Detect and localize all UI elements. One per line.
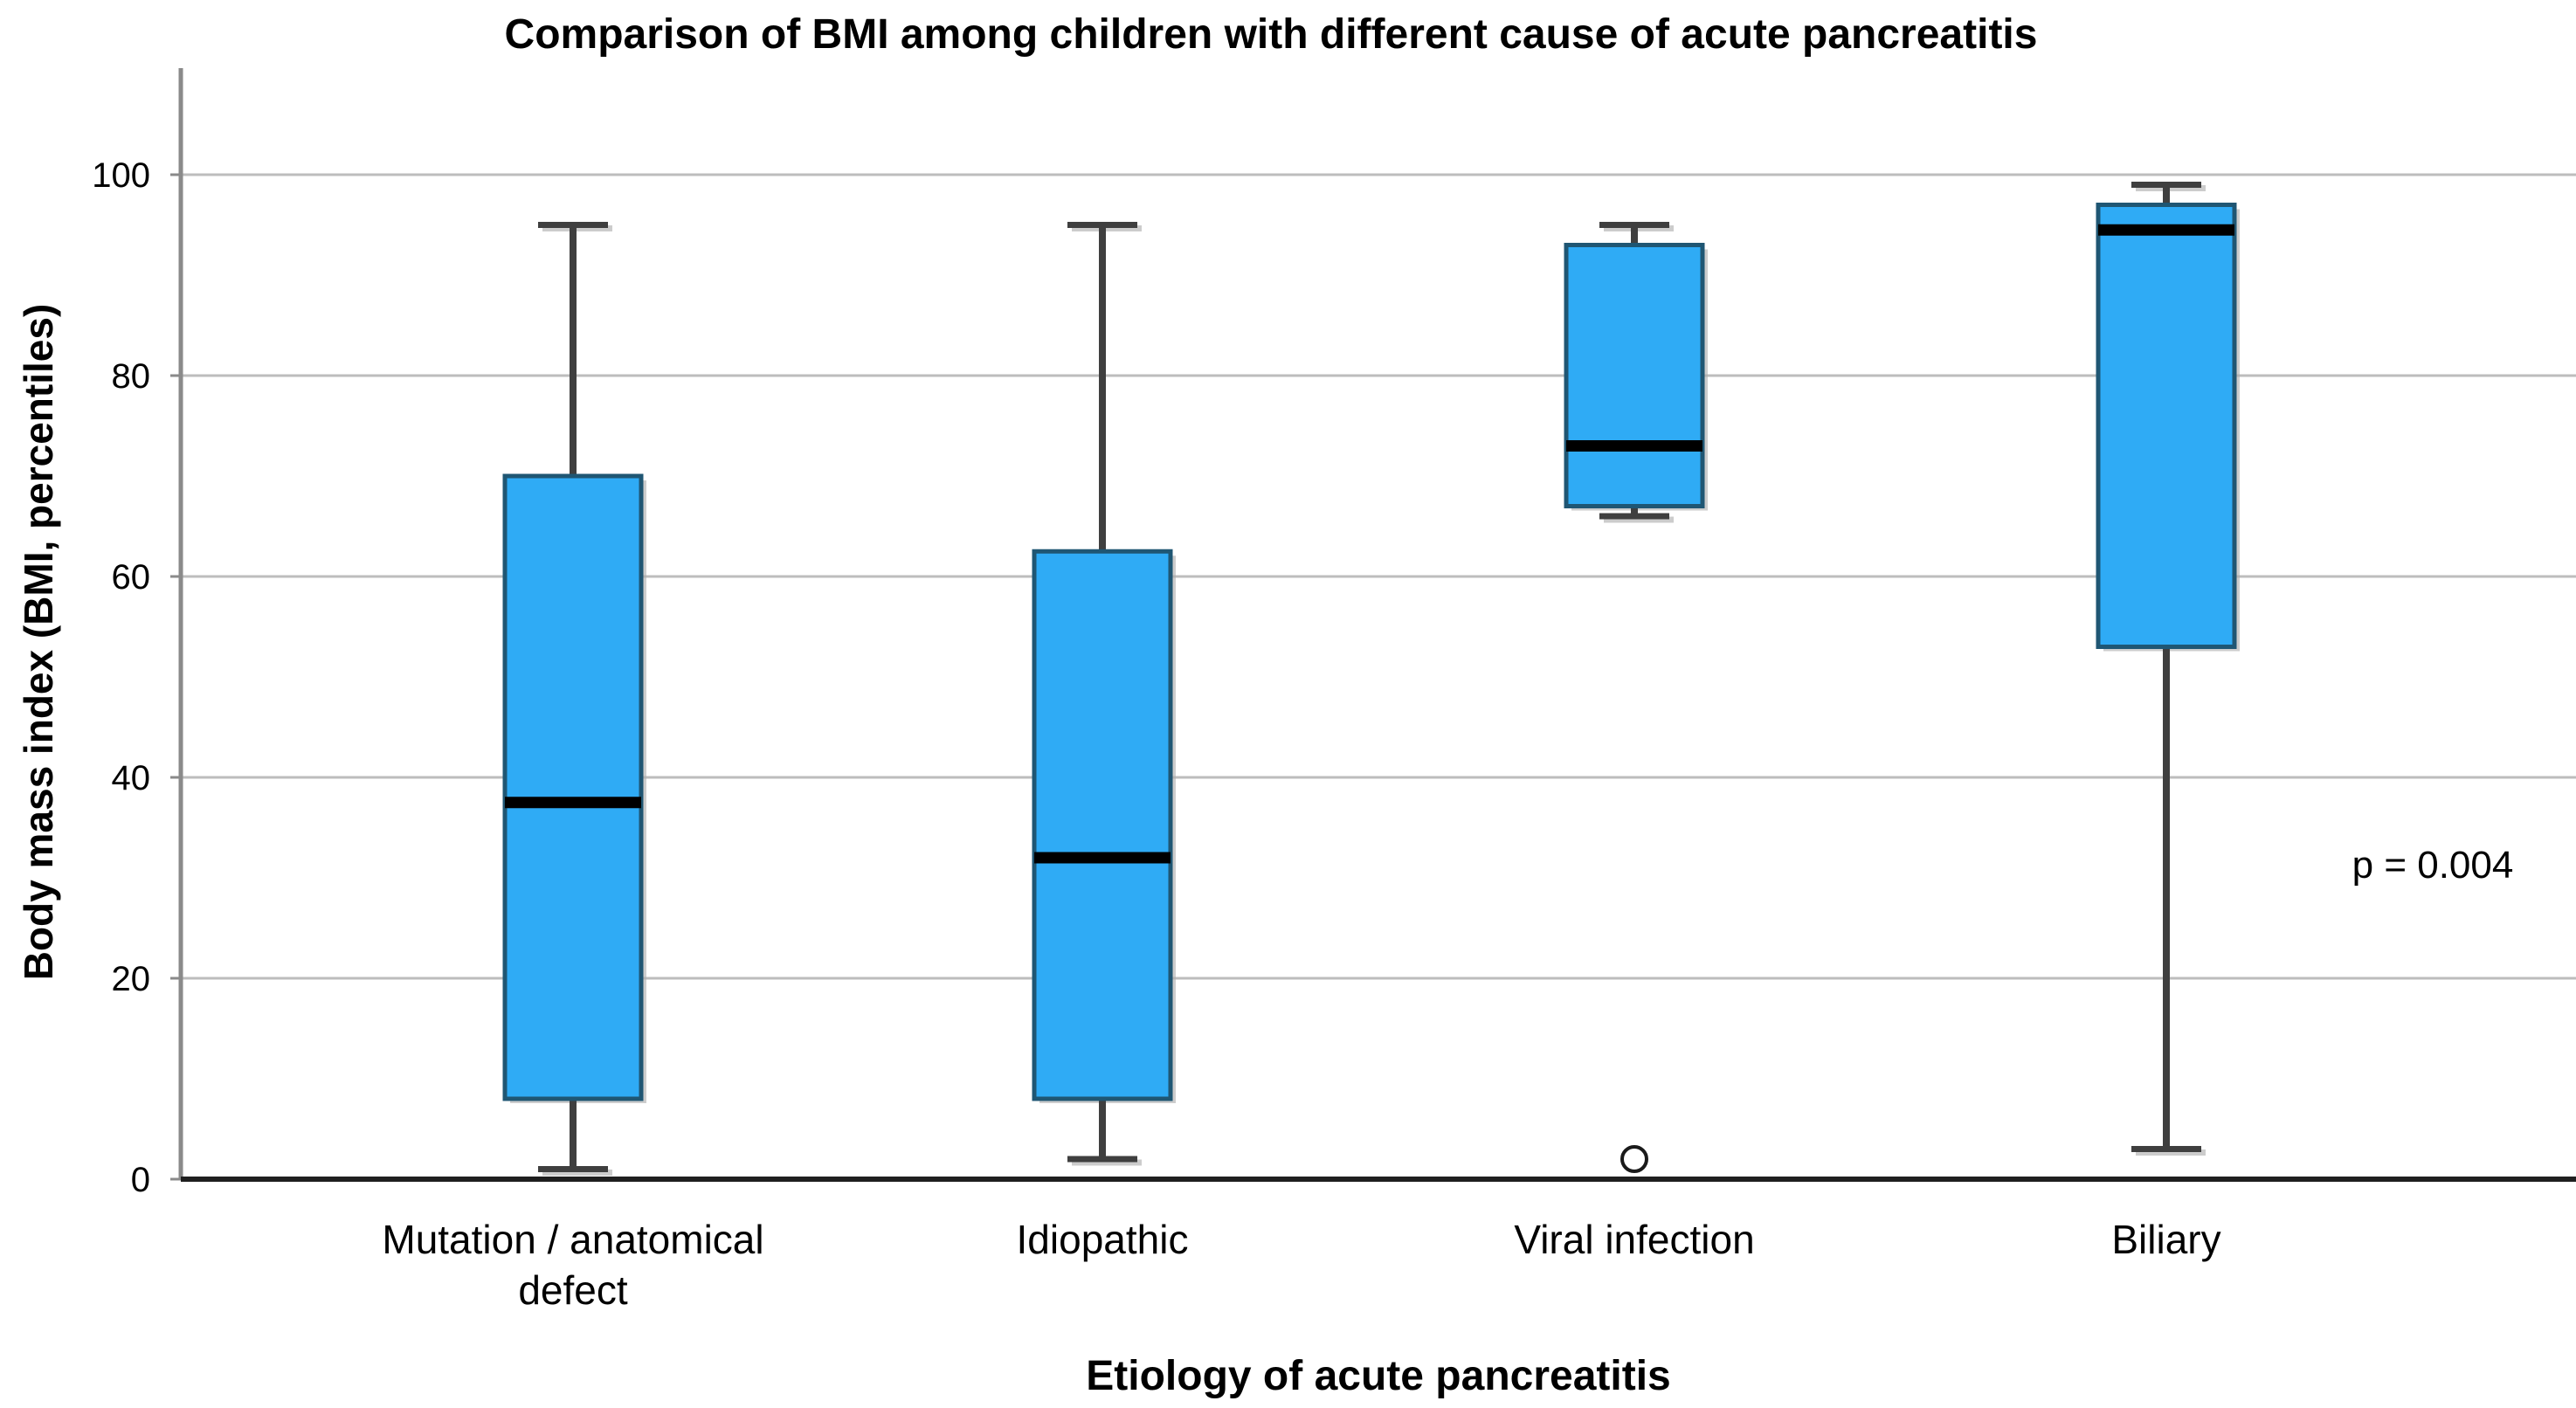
y-tick-label-60: 60 <box>112 558 151 597</box>
boxplot-viral-infection <box>1564 222 1708 1173</box>
y-tick-label-100: 100 <box>92 156 150 195</box>
y-tick-label-0: 0 <box>131 1161 150 1199</box>
boxplot-biliary <box>2096 182 2240 1156</box>
chart-title: Comparison of BMI among children with di… <box>504 11 2038 58</box>
box-iqr <box>1032 549 1173 1101</box>
p-value-annotation: p = 0.004 <box>2352 844 2514 887</box>
x-axis-title: Etiology of acute pancreatitis <box>1086 1353 1671 1399</box>
outlier-point <box>1620 1145 1648 1173</box>
boxplot-mutation-anatomical-defect <box>502 222 646 1176</box>
box-iqr <box>1564 243 1705 508</box>
category-label-idiopathic: Idiopathic <box>1017 1217 1189 1262</box>
boxplot-idiopathic <box>1032 222 1176 1166</box>
box-iqr <box>502 473 644 1101</box>
box-iqr <box>2096 203 2237 649</box>
category-label-viral-infection: Viral infection <box>1514 1217 1754 1262</box>
category-label-mutation-anatomical-defect: Mutation / anatomical defect <box>382 1217 763 1313</box>
y-tick-label-20: 20 <box>112 960 151 998</box>
y-tick-label-80: 80 <box>112 357 151 396</box>
category-label-biliary: Biliary <box>2111 1217 2220 1262</box>
y-tick-label-40: 40 <box>112 759 151 797</box>
